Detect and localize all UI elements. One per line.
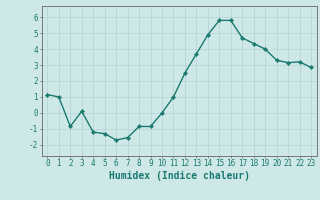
X-axis label: Humidex (Indice chaleur): Humidex (Indice chaleur) (109, 171, 250, 181)
